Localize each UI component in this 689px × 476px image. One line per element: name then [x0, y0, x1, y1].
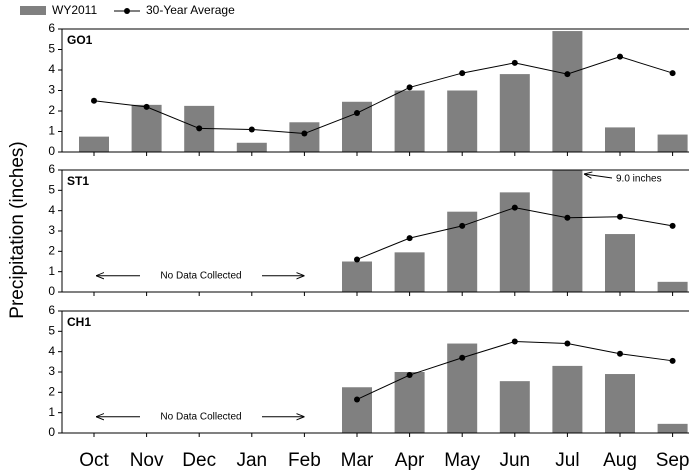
average-marker — [354, 110, 360, 117]
x-tick-label: Feb — [288, 450, 321, 471]
average-marker — [459, 70, 466, 77]
y-tick-label: 1 — [48, 405, 55, 419]
average-marker — [669, 357, 676, 364]
bar — [605, 234, 635, 292]
annotation: No Data Collected — [160, 270, 241, 281]
y-tick-label: 4 — [48, 344, 55, 358]
average-marker — [196, 125, 203, 132]
average-marker — [511, 59, 518, 66]
average-marker — [617, 350, 623, 357]
x-tick-label: Sep — [656, 450, 689, 471]
average-line — [93, 56, 673, 135]
panel-title: GO1 — [67, 33, 93, 47]
average-marker — [511, 338, 518, 345]
y-tick-label: 1 — [48, 124, 55, 138]
average-marker — [617, 213, 623, 220]
bar — [394, 372, 425, 433]
plot-area — [342, 338, 688, 433]
y-tick-label: 6 — [48, 21, 55, 35]
bar — [289, 122, 320, 152]
average-marker — [406, 372, 413, 379]
y-tick-label: 5 — [48, 324, 55, 338]
legend-swatch — [20, 6, 46, 15]
x-tick-label: Apr — [395, 450, 425, 471]
panel-title: ST1 — [67, 174, 89, 188]
annotation: No Data Collected — [160, 411, 241, 422]
bar — [79, 136, 109, 152]
bar — [342, 101, 372, 152]
average-marker — [459, 354, 466, 361]
x-tick-label: Jan — [236, 450, 267, 471]
y-tick-label: 6 — [48, 303, 55, 317]
x-tick-label: Jul — [555, 450, 579, 471]
average-marker — [459, 222, 466, 229]
annotation-arrow — [584, 174, 613, 178]
bar — [552, 170, 583, 292]
bar — [552, 365, 583, 433]
bar — [394, 252, 425, 292]
x-tick-label: Nov — [130, 450, 164, 471]
y-tick-label: 4 — [48, 203, 55, 217]
y-tick-label: 5 — [48, 183, 55, 197]
x-tick-label: Oct — [79, 450, 109, 471]
average-marker — [248, 126, 255, 133]
y-tick-label: 3 — [48, 364, 55, 378]
legend-label: 30-Year Average — [146, 3, 235, 17]
y-tick-label: 3 — [48, 83, 55, 97]
average-marker — [669, 70, 676, 77]
bar — [236, 142, 267, 152]
average-marker — [406, 84, 413, 91]
y-tick-label: 0 — [48, 425, 55, 439]
y-tick-label: 1 — [48, 264, 55, 278]
average-marker — [564, 340, 571, 347]
y-tick-label: 0 — [48, 284, 55, 298]
panel-title: CH1 — [67, 315, 91, 329]
average-marker — [511, 204, 518, 211]
bar — [657, 134, 688, 152]
bar — [342, 261, 372, 292]
y-tick-label: 5 — [48, 42, 55, 56]
average-marker — [301, 130, 308, 137]
x-tick-label: Aug — [603, 450, 637, 471]
bar — [552, 31, 583, 152]
average-marker — [143, 103, 150, 110]
legend-label: WY2011 — [52, 3, 97, 17]
bar — [447, 90, 478, 152]
annotation: 9.0 inches — [616, 174, 662, 185]
x-tick-label: Jun — [499, 450, 530, 471]
bar — [499, 381, 530, 433]
average-marker — [564, 71, 571, 78]
plot-area — [79, 31, 688, 152]
legend-marker — [124, 8, 130, 14]
y-tick-label: 2 — [48, 244, 55, 258]
bar — [605, 127, 635, 152]
average-marker — [617, 53, 623, 60]
average-marker — [354, 256, 360, 263]
plot-area — [342, 170, 688, 292]
average-marker — [354, 396, 360, 403]
y-tick-label: 0 — [48, 144, 55, 158]
average-marker — [669, 222, 676, 229]
x-tick-label: Dec — [182, 450, 216, 471]
bar — [394, 90, 425, 152]
x-tick-label: Mar — [341, 450, 374, 471]
y-tick-label: 4 — [48, 62, 55, 76]
bar — [499, 74, 530, 152]
y-tick-label: 6 — [48, 162, 55, 176]
bar — [657, 423, 688, 433]
bar — [605, 374, 635, 433]
bar — [131, 104, 162, 152]
y-tick-label: 2 — [48, 385, 55, 399]
y-tick-label: 2 — [48, 103, 55, 117]
x-tick-label: May — [444, 450, 480, 471]
average-marker — [564, 214, 571, 221]
y-axis-label: Precipitation (inches) — [7, 141, 28, 318]
average-marker — [91, 97, 97, 104]
average-marker — [406, 235, 413, 242]
bar — [657, 281, 688, 292]
y-tick-label: 3 — [48, 223, 55, 237]
